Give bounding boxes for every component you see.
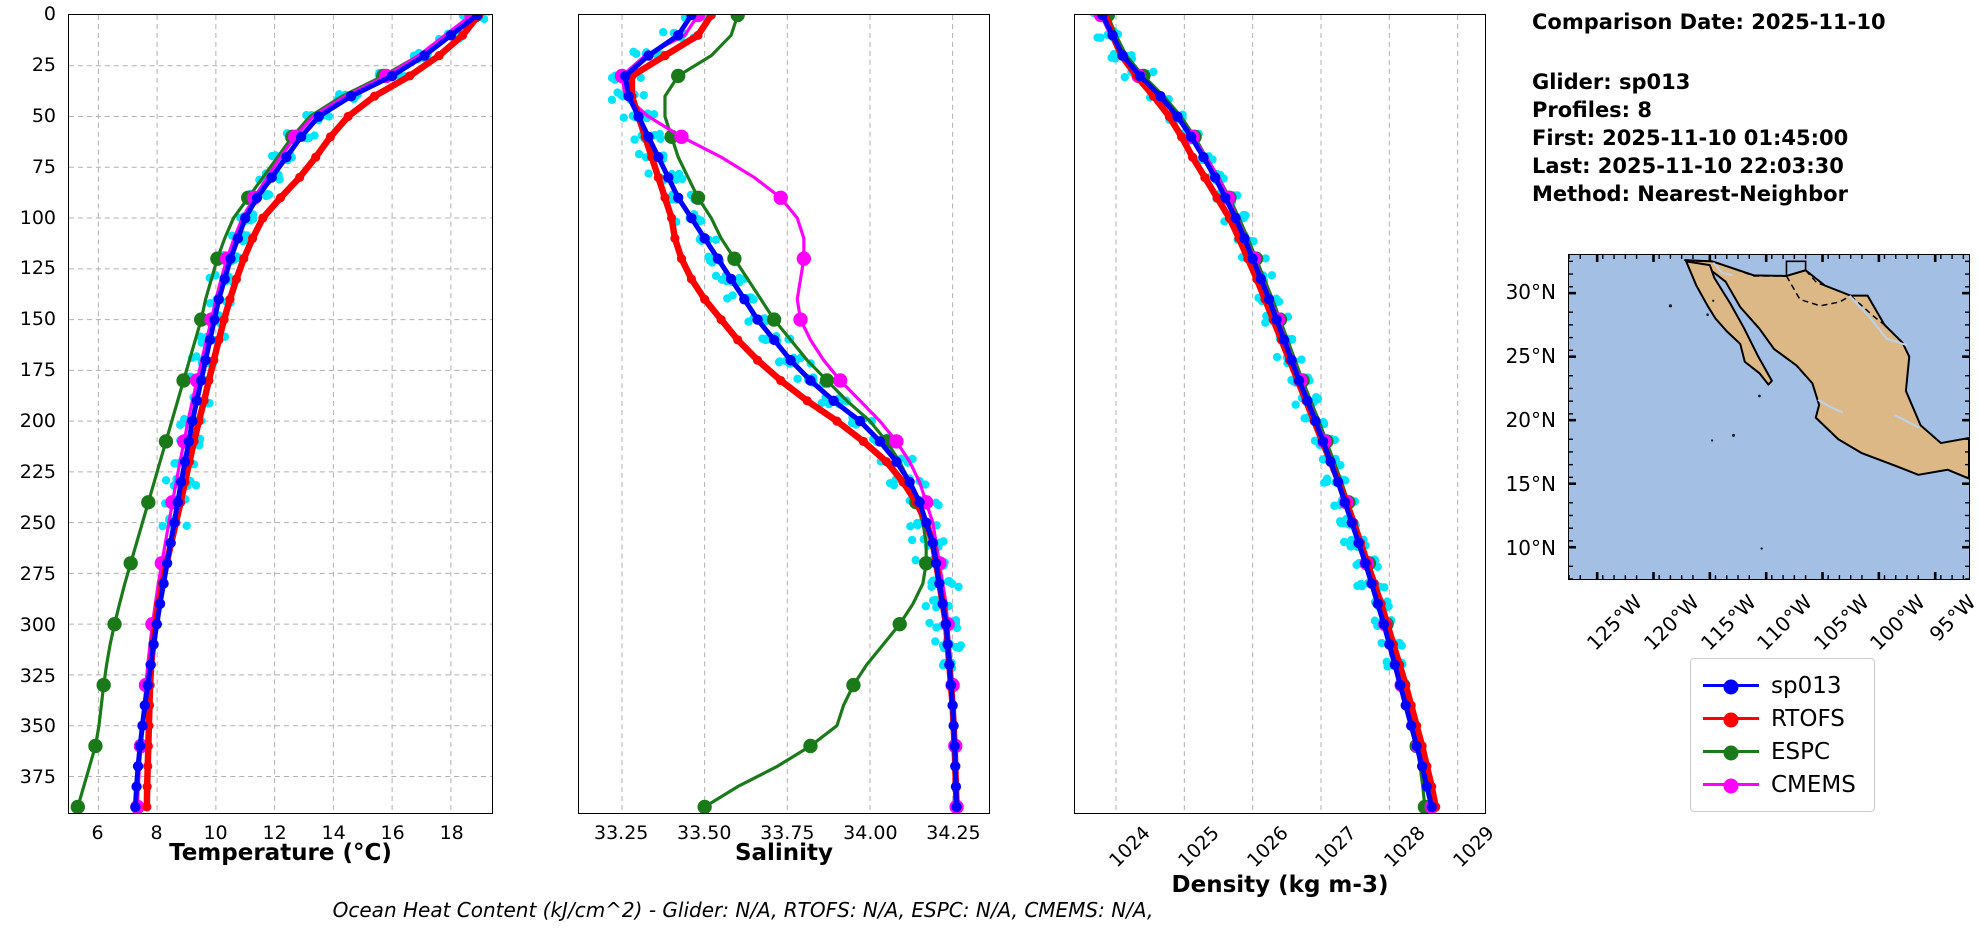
depth-tick-200: 200 xyxy=(19,410,56,433)
depth-tick-175: 175 xyxy=(19,359,56,382)
salinity-tick-33.25: 33.25 xyxy=(593,822,649,844)
temperature-axis-label-text: Temperature (°C) xyxy=(169,840,392,866)
salinity-profile-panel xyxy=(578,14,990,814)
salinity-tick-34.00: 34.00 xyxy=(843,822,898,844)
density-axis-label: Density (kg m-3) xyxy=(1074,872,1486,898)
map-lon-label-115°W: 115°W xyxy=(1695,590,1761,656)
map-lon-label-125°W: 125°W xyxy=(1582,590,1648,656)
temperature-tick-18: 18 xyxy=(439,822,464,844)
density-profile-panel xyxy=(1074,14,1486,814)
temperature-tick-8: 8 xyxy=(150,822,163,844)
legend-line-rtofs xyxy=(1703,712,1759,728)
map-lon-label-100°W: 100°W xyxy=(1865,590,1931,656)
map-lon-label-110°W: 110°W xyxy=(1752,590,1818,656)
method-text: Method: Nearest-Neighbor xyxy=(1532,182,1848,206)
profiles-text: Profiles: 8 xyxy=(1532,98,1653,122)
depth-tick-325: 325 xyxy=(19,664,56,687)
temperature-profile-panel xyxy=(68,14,493,814)
map-lat-label-25°N: 25°N xyxy=(1505,344,1556,369)
depth-tick-25: 25 xyxy=(31,53,56,76)
depth-tick-275: 275 xyxy=(19,562,56,585)
temperature-tick-16: 16 xyxy=(380,822,405,844)
depth-tick-300: 300 xyxy=(19,613,56,636)
salinity-axis-label-text: Salinity xyxy=(734,840,834,866)
first-profile-text: First: 2025-11-10 01:45:00 xyxy=(1532,126,1849,150)
density-tick-1027: 1027 xyxy=(1311,822,1361,872)
legend-item-sp013[interactable]: sp013 xyxy=(1703,669,1856,702)
legend-line-sp013 xyxy=(1703,679,1759,695)
salinity-tick-34.25: 34.25 xyxy=(926,822,981,844)
salinity-tick-33.75: 33.75 xyxy=(760,822,815,844)
legend-marker-icon xyxy=(1723,745,1739,761)
map-lat-label-15°N: 15°N xyxy=(1505,472,1556,497)
legend-label-rtofs: RTOFS xyxy=(1771,705,1845,732)
temperature-axis-label: Temperature (°C) xyxy=(68,840,493,866)
depth-tick-50: 50 xyxy=(31,104,56,127)
density-axis-label-text: Density (kg m-3) xyxy=(1171,872,1389,898)
glider-location-map xyxy=(1568,254,1970,580)
map-lat-label-30°N: 30°N xyxy=(1505,280,1556,305)
temperature-tick-10: 10 xyxy=(203,822,228,844)
density-tick-1028: 1028 xyxy=(1379,822,1430,872)
legend-line-espc xyxy=(1703,745,1759,761)
legend-item-cmems[interactable]: CMEMS xyxy=(1703,768,1856,801)
density-tick-1025: 1025 xyxy=(1173,822,1224,872)
map-lat-label-10°N: 10°N xyxy=(1505,536,1556,561)
density-tick-1029: 1029 xyxy=(1448,822,1499,872)
depth-tick-0: 0 xyxy=(43,3,56,25)
depth-tick-375: 375 xyxy=(19,766,56,789)
density-tick-1024: 1024 xyxy=(1105,822,1155,872)
salinity-tick-33.50: 33.50 xyxy=(677,822,732,844)
depth-tick-75: 75 xyxy=(31,155,56,178)
density-tick-1026: 1026 xyxy=(1242,822,1293,872)
map-lon-label-120°W: 120°W xyxy=(1638,590,1704,656)
legend-label-espc: ESPC xyxy=(1771,738,1831,765)
salinity-axis-label: Salinity xyxy=(578,840,990,866)
map-lon-label-105°W: 105°W xyxy=(1808,590,1874,656)
legend-item-rtofs[interactable]: RTOFS xyxy=(1703,702,1856,735)
temperature-tick-12: 12 xyxy=(262,822,287,844)
comparison-date-text: Comparison Date: 2025-11-10 xyxy=(1532,10,1886,34)
legend-marker-icon xyxy=(1723,712,1739,728)
temperature-tick-6: 6 xyxy=(91,822,104,844)
depth-tick-125: 125 xyxy=(19,257,56,280)
legend-marker-icon xyxy=(1723,679,1739,695)
ocean-heat-content-footer: Ocean Heat Content (kJ/cm^2) - Glider: N… xyxy=(0,898,1486,922)
footer-text: Ocean Heat Content (kJ/cm^2) - Glider: N… xyxy=(332,898,1154,922)
last-profile-text: Last: 2025-11-10 22:03:30 xyxy=(1532,154,1844,178)
map-lon-label-95°W: 95°W xyxy=(1924,590,1978,647)
legend-line-cmems xyxy=(1703,778,1759,794)
depth-tick-150: 150 xyxy=(19,308,56,331)
legend-item-espc[interactable]: ESPC xyxy=(1703,735,1856,768)
map-lat-label-20°N: 20°N xyxy=(1505,408,1556,433)
depth-tick-225: 225 xyxy=(19,461,56,483)
legend-label-cmems: CMEMS xyxy=(1771,771,1856,798)
series-legend: sp013 RTOFS ESPC CMEMS xyxy=(1690,658,1875,812)
legend-marker-icon xyxy=(1723,778,1739,794)
depth-tick-350: 350 xyxy=(19,715,56,738)
legend-label-sp013: sp013 xyxy=(1771,672,1842,699)
depth-tick-250: 250 xyxy=(19,511,56,534)
glider-text: Glider: sp013 xyxy=(1532,70,1691,94)
depth-tick-100: 100 xyxy=(19,206,56,229)
temperature-tick-14: 14 xyxy=(321,822,346,844)
